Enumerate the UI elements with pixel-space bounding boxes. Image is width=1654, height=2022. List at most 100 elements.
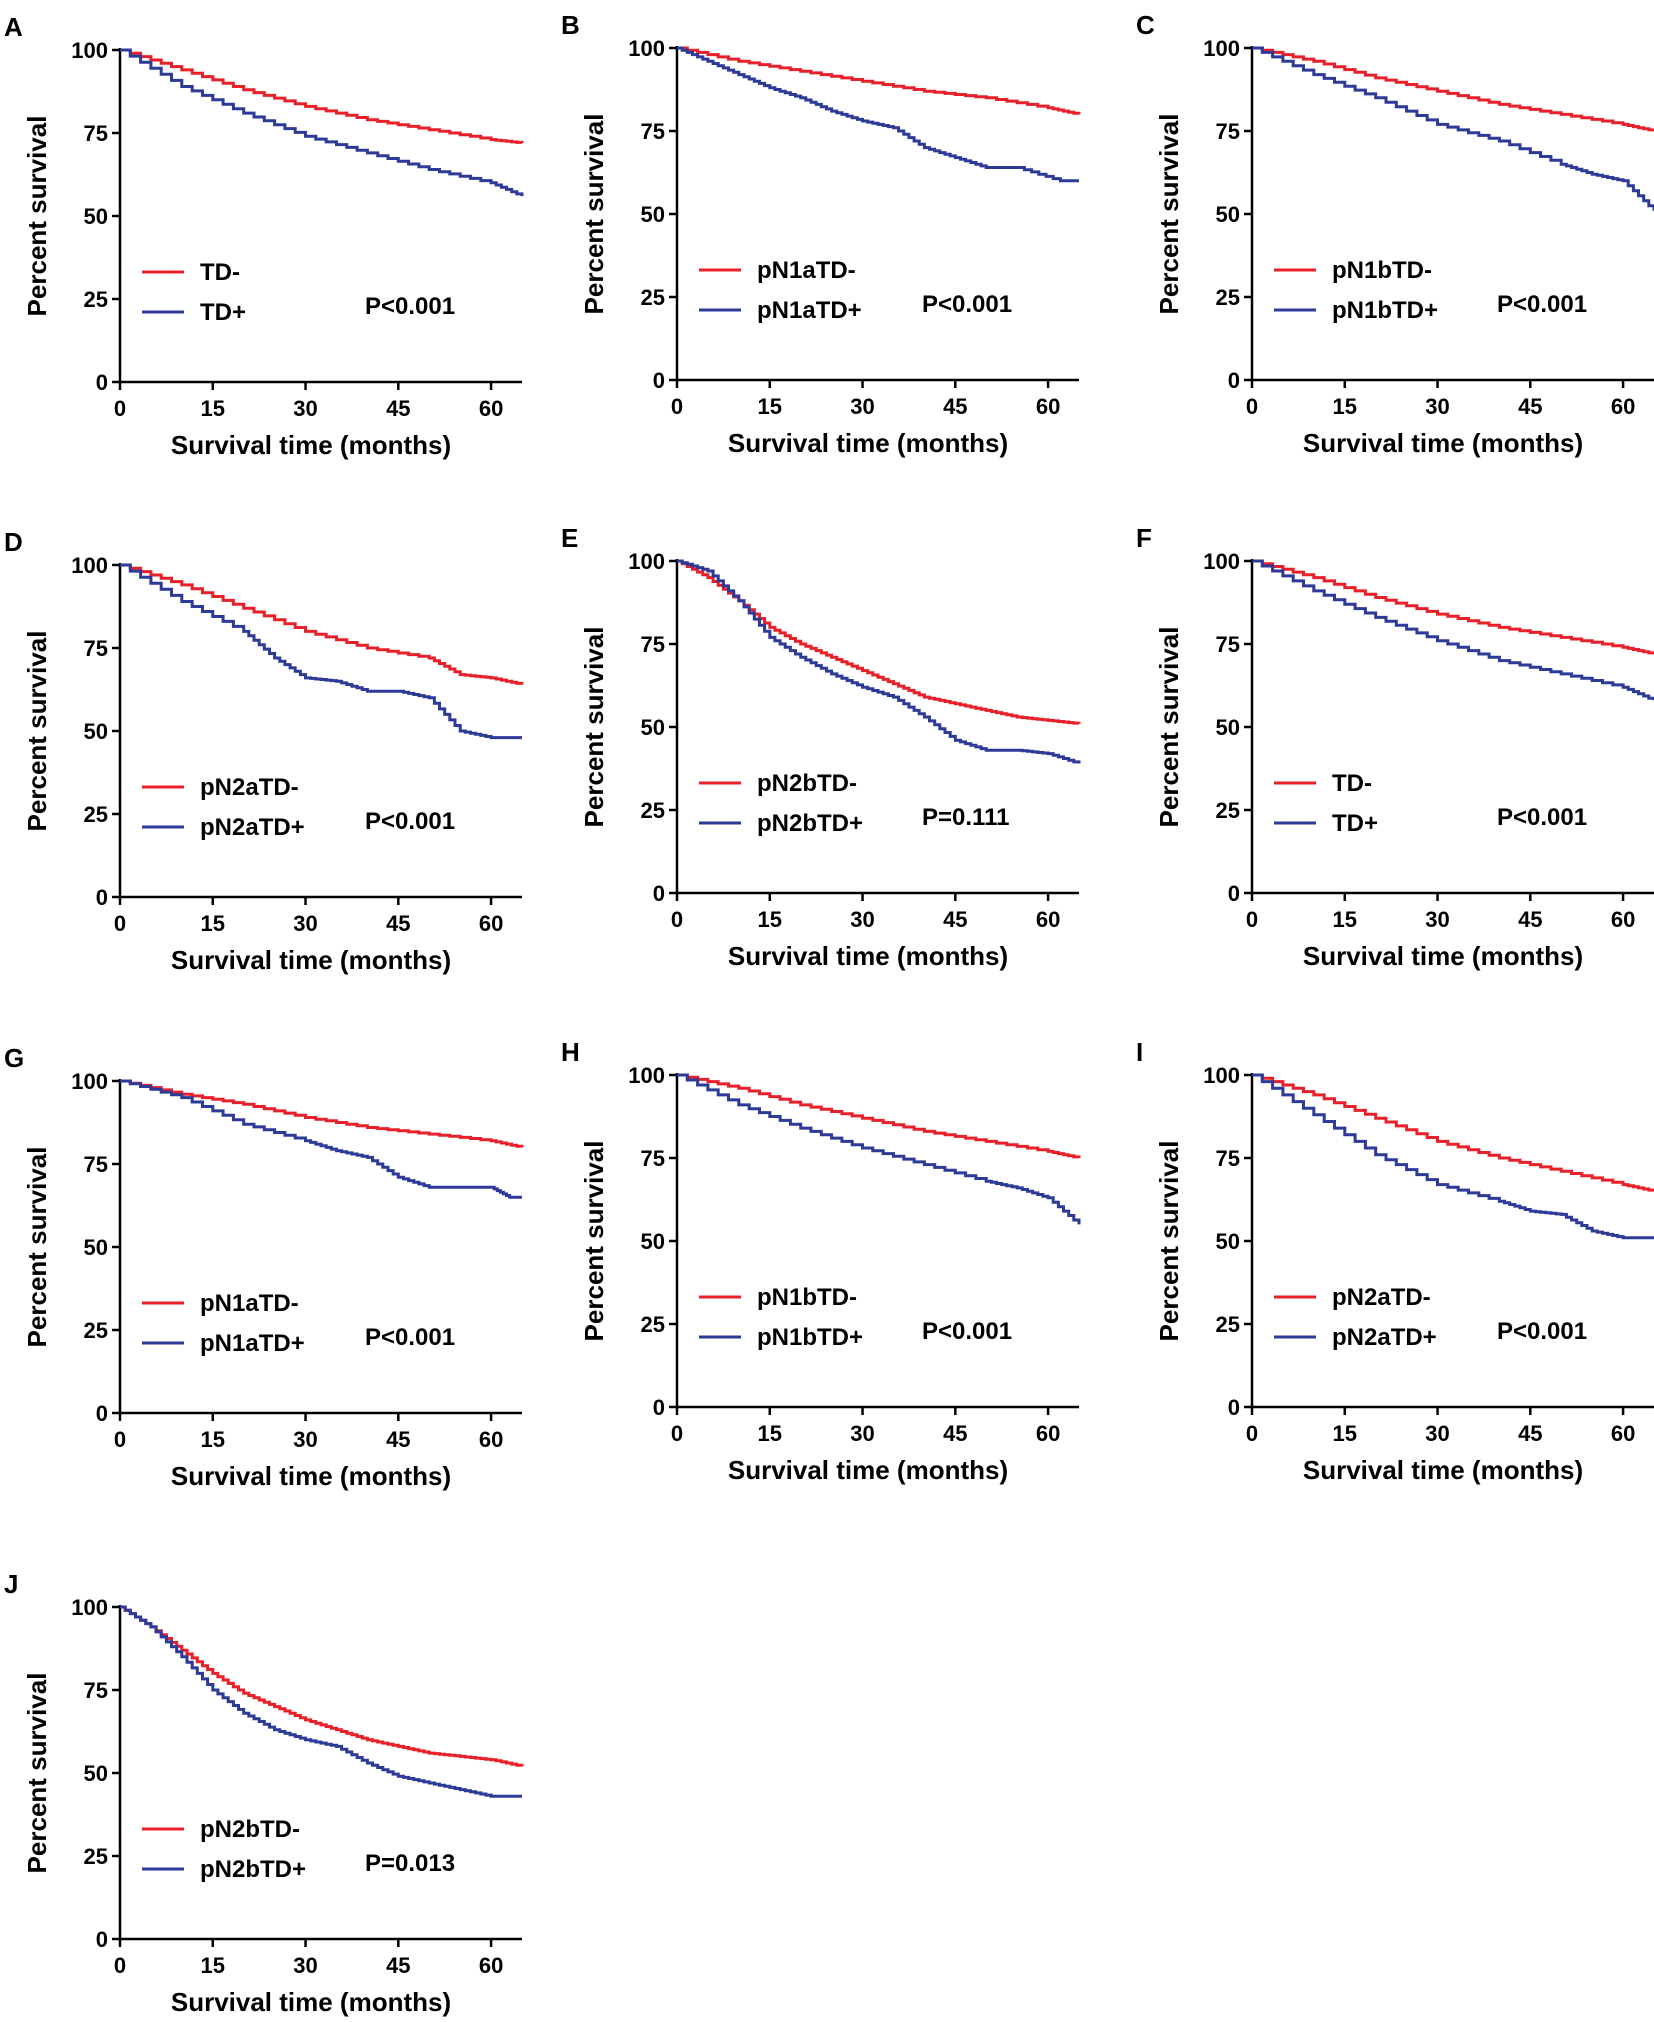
panel-b-label: B: [561, 10, 580, 40]
panel-e-curve-td-positive: [677, 559, 1081, 764]
panel-b-xtick-label-15: 15: [758, 394, 782, 419]
panel-g-xtick-label-60: 60: [479, 1427, 503, 1452]
panel-e-ytick-label-75: 75: [641, 632, 665, 657]
panel-i-ytick-label-100: 100: [1203, 1063, 1240, 1088]
panel-c-legend-pos: pN1bTD+: [1332, 297, 1438, 324]
panel-f-xtick-label-60: 60: [1611, 907, 1635, 932]
panel-e-ytick-label-50: 50: [641, 715, 665, 740]
panel-a-x-title: Survival time (months): [171, 430, 451, 460]
panel-e-xtick-label-60: 60: [1036, 907, 1060, 932]
panel-a-ytick-label-100: 100: [71, 38, 108, 63]
panel-f-ytick-label-100: 100: [1203, 549, 1240, 574]
panel-a-ytick-label-50: 50: [84, 204, 108, 229]
panel-h-ytick-label-25: 25: [641, 1312, 665, 1337]
panel-c-ytick-label-25: 25: [1216, 285, 1240, 310]
panel-a-legend-neg: TD-: [200, 259, 240, 286]
panel-d-xtick-label-45: 45: [386, 911, 410, 936]
panel-g-x-title: Survival time (months): [171, 1461, 451, 1491]
panel-h-ytick-label-50: 50: [641, 1229, 665, 1254]
panel-g-ytick-label-25: 25: [84, 1318, 108, 1343]
panel-b-legend-neg: pN1aTD-: [757, 257, 856, 284]
panel-e-legend-neg: pN2bTD-: [757, 770, 857, 797]
panel-d-ytick-label-100: 100: [71, 553, 108, 578]
panel-i-xtick-label-60: 60: [1611, 1421, 1635, 1446]
panel-h-xtick-label-0: 0: [671, 1421, 683, 1446]
panel-c-xtick-label-30: 30: [1425, 394, 1449, 419]
panel-j-ytick-label-75: 75: [84, 1678, 108, 1703]
panel-j-ytick-label-0: 0: [96, 1927, 108, 1952]
panel-g-y-title: Percent survival: [22, 1147, 52, 1348]
panel-f-ytick-label-25: 25: [1216, 798, 1240, 823]
panel-e-label: E: [561, 523, 578, 553]
panel-c-pvalue: P<0.001: [1497, 291, 1587, 318]
panel-d-xtick-label-0: 0: [114, 911, 126, 936]
panel-a-xtick-label-0: 0: [114, 396, 126, 421]
panel-h-label: H: [561, 1037, 580, 1067]
panel-a-xtick-label-15: 15: [201, 396, 225, 421]
panel-j-ytick-label-25: 25: [84, 1844, 108, 1869]
panel-f-legend-pos: TD+: [1332, 810, 1378, 837]
panel-d-curve-td-negative: [120, 563, 524, 685]
panel-h-ytick-label-100: 100: [628, 1063, 665, 1088]
panel-f-label: F: [1136, 523, 1152, 553]
panel-i-legend-pos: pN2aTD+: [1332, 1324, 1437, 1351]
panel-a-curve-td-negative: [120, 48, 524, 144]
panel-e-y-title: Percent survival: [579, 627, 609, 828]
panel-h-x-title: Survival time (months): [728, 1455, 1008, 1485]
panel-g-pvalue: P<0.001: [365, 1324, 455, 1351]
panel-g-legend-neg: pN1aTD-: [200, 1290, 299, 1317]
panel-a-xtick-label-45: 45: [386, 396, 410, 421]
panel-d-xtick-label-30: 30: [293, 911, 317, 936]
panel-i-xtick-label-30: 30: [1425, 1421, 1449, 1446]
panel-b-xtick-label-30: 30: [850, 394, 874, 419]
panel-e-ytick-label-100: 100: [628, 549, 665, 574]
panel-i-ytick-label-0: 0: [1228, 1395, 1240, 1420]
panel-d-ytick-label-25: 25: [84, 802, 108, 827]
panel-i-curve-td-positive: [1252, 1073, 1654, 1240]
panel-f-curve-td-negative: [1252, 559, 1654, 655]
panel-f-xtick-label-15: 15: [1333, 907, 1357, 932]
panel-e-xtick-label-0: 0: [671, 907, 683, 932]
panel-h-xtick-label-60: 60: [1036, 1421, 1060, 1446]
panel-j-legend-pos: pN2bTD+: [200, 1856, 306, 1883]
panel-b-xtick-label-0: 0: [671, 394, 683, 419]
panel-a-label: A: [4, 12, 23, 42]
panel-a-legend-pos: TD+: [200, 299, 246, 326]
panel-h-legend-pos: pN1bTD+: [757, 1324, 863, 1351]
panel-j-label: J: [4, 1569, 18, 1599]
panel-e-xtick-label-30: 30: [850, 907, 874, 932]
panel-a-pvalue: P<0.001: [365, 293, 455, 320]
panel-j-ytick-label-100: 100: [71, 1595, 108, 1620]
panel-h-legend-neg: pN1bTD-: [757, 1284, 857, 1311]
panel-g-ytick-label-75: 75: [84, 1152, 108, 1177]
panel-b-legend-pos: pN1aTD+: [757, 297, 862, 324]
panel-j-y-title: Percent survival: [22, 1673, 52, 1874]
panel-e-x-title: Survival time (months): [728, 941, 1008, 971]
panel-h-xtick-label-45: 45: [943, 1421, 967, 1446]
panel-j-xtick-label-30: 30: [293, 1953, 317, 1978]
panel-g-xtick-label-15: 15: [201, 1427, 225, 1452]
panel-c-ytick-label-75: 75: [1216, 119, 1240, 144]
panel-i-ytick-label-75: 75: [1216, 1146, 1240, 1171]
panel-f-xtick-label-0: 0: [1246, 907, 1258, 932]
panel-g-xtick-label-45: 45: [386, 1427, 410, 1452]
panel-h-pvalue: P<0.001: [922, 1318, 1012, 1345]
panel-g-ytick-label-100: 100: [71, 1069, 108, 1094]
panel-b-curve-td-negative: [677, 46, 1081, 115]
panel-d-ytick-label-75: 75: [84, 636, 108, 661]
panel-j-ytick-label-50: 50: [84, 1761, 108, 1786]
panel-d-legend-pos: pN2aTD+: [200, 814, 305, 841]
panel-d-xtick-label-15: 15: [201, 911, 225, 936]
panel-c-label: C: [1136, 10, 1155, 40]
panel-a-ytick-label-25: 25: [84, 287, 108, 312]
panel-i-ytick-label-50: 50: [1216, 1229, 1240, 1254]
panel-i-label: I: [1136, 1037, 1143, 1067]
panel-j-xtick-label-45: 45: [386, 1953, 410, 1978]
panel-a-ytick-label-75: 75: [84, 121, 108, 146]
panel-g-legend-pos: pN1aTD+: [200, 1330, 305, 1357]
panel-c-curve-td-positive: [1252, 46, 1654, 211]
panel-i-pvalue: P<0.001: [1497, 1318, 1587, 1345]
panel-h-xtick-label-15: 15: [758, 1421, 782, 1446]
panel-h-ytick-label-0: 0: [653, 1395, 665, 1420]
